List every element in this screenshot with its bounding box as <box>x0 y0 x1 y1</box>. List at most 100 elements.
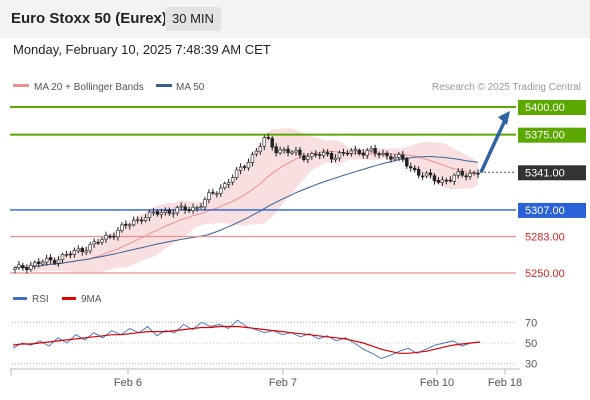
candle-body <box>68 253 73 256</box>
candle-body <box>124 223 128 226</box>
candle-body <box>175 207 179 214</box>
candle-body <box>302 155 306 161</box>
candle-body <box>195 207 199 209</box>
candle-body <box>132 220 136 226</box>
candle-body <box>290 151 294 154</box>
candle-body <box>207 192 211 200</box>
research-credit: Research © 2025 Trading Central <box>432 82 581 93</box>
candle-body <box>96 242 100 244</box>
candle-body <box>72 250 77 255</box>
candle-body <box>183 206 187 211</box>
candle-body <box>444 179 449 182</box>
candles-layer <box>13 133 480 274</box>
candle-body <box>329 153 334 160</box>
candle-body <box>286 148 290 154</box>
candle-body <box>262 137 267 147</box>
instrument-title: Euro Stoxx 50 (Eurex) <box>11 10 167 27</box>
interval-badge[interactable]: 30 MIN <box>165 7 221 31</box>
rsi-tick-label: 70 <box>525 317 537 329</box>
candle-body <box>151 211 156 214</box>
candle-body <box>377 153 381 156</box>
candle-body <box>345 152 350 155</box>
candle-body <box>226 182 231 185</box>
candle-body <box>104 235 108 240</box>
candle-body <box>436 180 441 183</box>
ma50-line <box>14 156 479 269</box>
x-axis-tick-label: Feb 6 <box>114 377 142 389</box>
bollinger-band-area <box>26 128 479 273</box>
chart-header: Euro Stoxx 50 (Eurex) 30 MIN <box>0 0 590 38</box>
candle-body <box>310 153 314 157</box>
level-label-box-3 <box>518 202 586 218</box>
candle-body <box>270 138 274 148</box>
candle-body <box>234 169 239 178</box>
rsi-tick-label: 30 <box>525 359 537 371</box>
candle-body <box>258 146 263 153</box>
candle-body <box>393 157 397 160</box>
forecast-arrow-head <box>498 111 510 125</box>
candle-body <box>452 174 456 182</box>
candle-body <box>48 257 53 261</box>
candle-body <box>203 199 207 208</box>
candle-body <box>448 179 453 182</box>
candle-body <box>40 261 45 265</box>
candle-body <box>159 212 164 215</box>
forecast-arrow-layer <box>479 111 510 174</box>
bollinger-band-layer <box>26 128 479 273</box>
level-label-5: 5250.00 <box>525 268 565 280</box>
ma20-legend-label: MA 20 + Bollinger Bands <box>34 82 144 93</box>
candle-body <box>318 154 322 156</box>
rsi-legend-label: RSI <box>32 294 49 305</box>
candle-body <box>147 211 152 218</box>
candle-body <box>381 153 385 155</box>
candle-body <box>464 175 468 178</box>
candle-body <box>440 179 445 183</box>
candle-body <box>92 241 96 245</box>
candle-body <box>64 254 69 256</box>
candle-body <box>112 235 116 238</box>
rsi-panel-layer: 70 50 30 <box>12 317 537 371</box>
candle-body <box>76 248 81 252</box>
level-label-box-0 <box>518 100 586 115</box>
rsi-tick-label: 50 <box>525 338 537 350</box>
moving-average-layer <box>14 150 479 269</box>
candle-body <box>100 239 104 243</box>
candle-body <box>306 156 310 160</box>
candle-body <box>412 167 417 171</box>
x-axis-tick-label: Feb 18 <box>488 377 522 389</box>
candle-body <box>278 149 282 154</box>
candle-body <box>84 250 88 253</box>
candle-body <box>44 257 49 263</box>
level-label-3: 5307.00 <box>525 205 565 217</box>
candle-body <box>171 212 175 215</box>
candle-body <box>432 175 437 182</box>
candle-body <box>191 206 195 211</box>
candle-body <box>187 209 191 211</box>
candle-body <box>325 152 330 155</box>
rsi-ma9-line <box>12 325 481 354</box>
candle-body <box>179 205 183 208</box>
candle-body <box>25 267 29 271</box>
candle-body <box>33 262 37 267</box>
candle-body <box>242 166 247 168</box>
candle-body <box>17 264 21 268</box>
level-label-box-2 <box>518 165 586 181</box>
candle-body <box>420 175 425 178</box>
x-axis-tick-label: Feb 7 <box>269 377 297 389</box>
candle-body <box>120 224 124 232</box>
candle-body <box>460 170 464 176</box>
candle-body <box>139 219 144 222</box>
x-axis-tick-label: Feb 10 <box>420 377 454 389</box>
candle-body <box>405 158 409 167</box>
candle-body <box>155 211 160 215</box>
ma50-legend-swatch <box>156 84 172 87</box>
level-labels-layer: 5400.00 5375.00 5341.00 5307.00 5283.00 5250.… <box>518 100 586 280</box>
candle-body <box>385 152 389 157</box>
candle-body <box>60 254 65 260</box>
candle-body <box>294 150 298 153</box>
candle-body <box>219 187 223 194</box>
candle-body <box>333 157 338 160</box>
candle-body <box>52 260 57 264</box>
candle-body <box>223 183 227 188</box>
candle-body <box>211 191 215 194</box>
